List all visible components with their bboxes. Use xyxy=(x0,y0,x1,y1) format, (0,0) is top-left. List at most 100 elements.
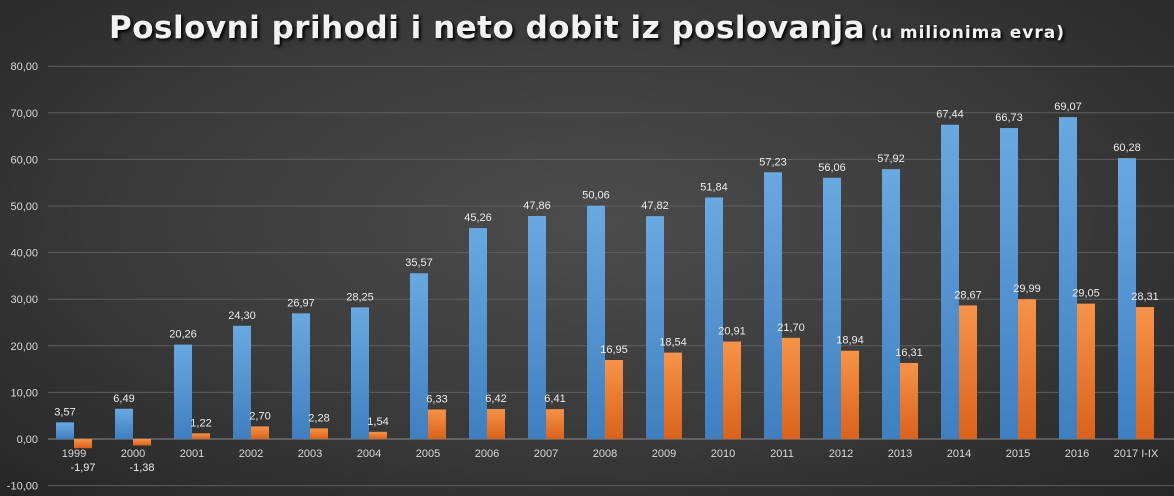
bar-revenue xyxy=(646,216,664,439)
data-label: 3,57 xyxy=(54,406,75,418)
bar-profit xyxy=(841,351,859,439)
x-tick-label: 2010 xyxy=(711,448,735,460)
x-tick-label: 2000 xyxy=(121,448,145,460)
data-label: 28,67 xyxy=(954,289,982,301)
data-label: 16,95 xyxy=(600,344,628,356)
bar-profit xyxy=(251,426,269,439)
data-label: 56,06 xyxy=(818,162,846,174)
bar-profit xyxy=(487,409,505,439)
x-tick-label: 2016 xyxy=(1065,448,1089,460)
data-label: 2,28 xyxy=(308,412,329,424)
data-label: 6,42 xyxy=(485,393,506,405)
data-label: 24,30 xyxy=(228,310,256,322)
data-label: 57,23 xyxy=(759,156,787,168)
x-tick-label: 2008 xyxy=(593,448,617,460)
data-label: 69,07 xyxy=(1054,101,1082,113)
bar-profit xyxy=(1018,299,1036,439)
data-label: 47,86 xyxy=(523,200,551,212)
x-tick-label: 2005 xyxy=(416,448,440,460)
data-label: 29,99 xyxy=(1013,283,1041,295)
bar-profit xyxy=(605,360,623,439)
bar-revenue xyxy=(882,169,900,439)
bar-revenue xyxy=(469,228,487,439)
x-tick-label: 2007 xyxy=(534,448,558,460)
data-label: 20,26 xyxy=(169,329,197,341)
data-label: -1,97 xyxy=(70,462,95,474)
data-label: 18,94 xyxy=(836,335,864,347)
y-tick-label: 80,00 xyxy=(10,61,38,73)
x-tick-label: 2014 xyxy=(947,448,971,460)
x-tick-label: 2012 xyxy=(829,448,853,460)
y-tick-label: 70,00 xyxy=(10,108,38,120)
y-tick-label: 20,00 xyxy=(10,341,38,353)
data-label: 67,44 xyxy=(936,109,964,121)
data-label: 66,73 xyxy=(995,112,1023,124)
data-label: 47,82 xyxy=(641,200,669,212)
data-label: 57,92 xyxy=(877,153,905,165)
x-tick-label: 2006 xyxy=(475,448,499,460)
bar-profit xyxy=(546,409,564,439)
data-label: 1,22 xyxy=(190,417,211,429)
bar-profit xyxy=(369,432,387,439)
bar-profit xyxy=(133,439,151,445)
x-tick-label: 2015 xyxy=(1006,448,1030,460)
bar-revenue xyxy=(764,172,782,439)
bar-revenue xyxy=(823,178,841,439)
data-label: 2,70 xyxy=(249,410,270,422)
bar-profit xyxy=(74,439,92,448)
bar-revenue xyxy=(587,206,605,439)
x-tick-label: 2013 xyxy=(888,448,912,460)
data-label: -1,38 xyxy=(129,462,154,474)
bar-profit xyxy=(782,338,800,439)
bar-profit xyxy=(664,353,682,439)
x-tick-label: 2011 xyxy=(770,448,794,460)
x-tick-label: 2002 xyxy=(239,448,263,460)
data-label: 16,31 xyxy=(895,347,923,359)
data-label: 6,33 xyxy=(426,394,447,406)
y-tick-label: 30,00 xyxy=(10,294,38,306)
bar-profit xyxy=(192,433,210,439)
bar-profit xyxy=(310,428,328,439)
bar-revenue xyxy=(56,422,74,439)
bar-profit xyxy=(428,410,446,439)
bar-revenue xyxy=(1059,117,1077,439)
y-tick-label: 50,00 xyxy=(10,201,38,213)
x-tick-label: 1999 xyxy=(62,448,86,460)
bar-revenue xyxy=(115,409,133,439)
data-label: 26,97 xyxy=(287,297,315,309)
bar-profit xyxy=(900,363,918,439)
bar-revenue xyxy=(941,125,959,439)
data-label: 50,06 xyxy=(582,190,610,202)
x-tick-label: 2017 I-IX xyxy=(1114,448,1159,460)
data-label: 1,54 xyxy=(367,416,388,428)
bar-profit xyxy=(959,305,977,439)
y-tick-label: 60,00 xyxy=(10,154,38,166)
y-tick-label: 0,00 xyxy=(17,434,38,446)
data-label: 51,84 xyxy=(700,181,728,193)
data-label: 60,28 xyxy=(1113,142,1141,154)
x-tick-label: 2001 xyxy=(180,448,204,460)
data-label: 21,70 xyxy=(777,322,805,334)
data-label: 28,31 xyxy=(1131,291,1159,303)
bar-revenue xyxy=(410,273,428,439)
bar-profit xyxy=(1136,307,1154,439)
bar-revenue xyxy=(705,197,723,439)
y-tick-label: 10,00 xyxy=(10,387,38,399)
data-label: 29,05 xyxy=(1072,288,1100,300)
bar-profit xyxy=(723,342,741,439)
x-tick-label: 2009 xyxy=(652,448,676,460)
data-label: 6,41 xyxy=(544,393,565,405)
x-tick-label: 2003 xyxy=(298,448,322,460)
bar-revenue xyxy=(528,216,546,439)
data-label: 6,49 xyxy=(113,393,134,405)
y-tick-label: -10,00 xyxy=(7,481,38,493)
data-label: 28,25 xyxy=(346,291,374,303)
x-tick-label: 2004 xyxy=(357,448,381,460)
data-label: 20,91 xyxy=(718,326,746,338)
data-label: 18,54 xyxy=(659,337,687,349)
bar-profit xyxy=(1077,304,1095,439)
y-tick-label: 40,00 xyxy=(10,248,38,260)
data-label: 35,57 xyxy=(405,257,433,269)
data-label: 45,26 xyxy=(464,212,492,224)
